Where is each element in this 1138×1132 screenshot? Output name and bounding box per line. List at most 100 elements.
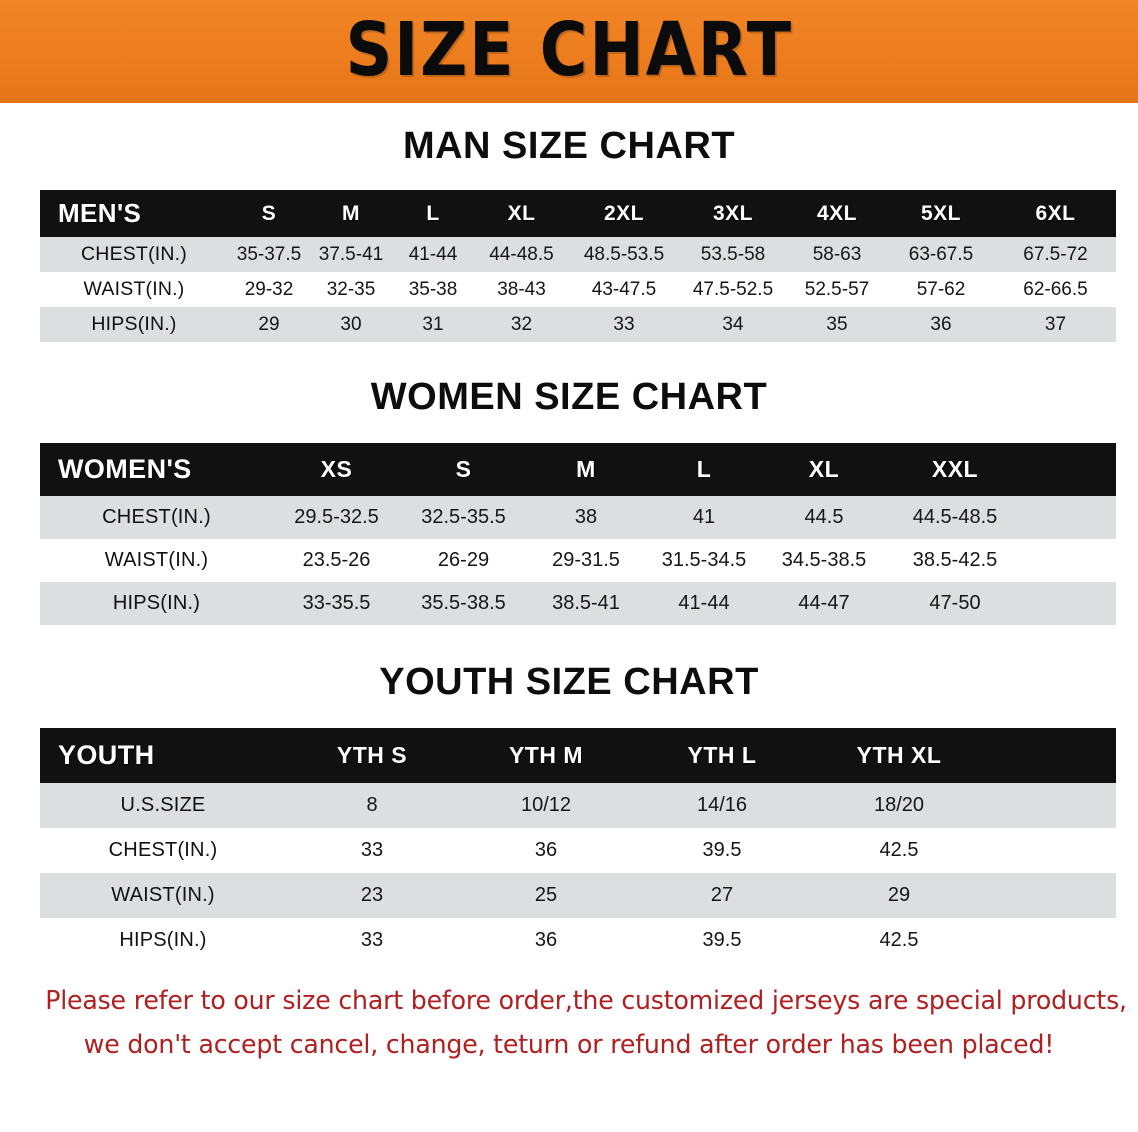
row-label: CHEST(IN.) (40, 496, 273, 539)
youth-header-label: YOUTH (58, 740, 155, 770)
table-cell-empty (988, 783, 1116, 828)
table-cell: 36 (458, 918, 634, 963)
row-label: HIPS(IN.) (40, 307, 228, 342)
man-header-5xl: 5XL (920, 201, 961, 225)
youth-table-row-waist: WAIST(IN.) 23 25 27 29 (40, 873, 1116, 918)
table-cell: 34.5-38.5 (763, 539, 885, 582)
table-cell: 29 (228, 307, 310, 342)
table-cell: 32.5-35.5 (400, 496, 527, 539)
women-table-header-row: WOMEN'S XS S M L XL XXL (40, 443, 1116, 496)
table-cell: 37.5-41 (310, 237, 392, 272)
row-label: CHEST(IN.) (40, 828, 286, 873)
man-header-xl: XL (507, 201, 536, 225)
table-cell: 31 (392, 307, 474, 342)
table-cell: 41 (645, 496, 763, 539)
disclaimer-line-1: Please refer to our size chart before or… (45, 986, 1127, 1016)
youth-header-yth-l: YTH L (687, 742, 757, 768)
table-cell: 39.5 (634, 918, 810, 963)
table-cell: 8 (286, 783, 458, 828)
youth-table-row-chest: CHEST(IN.) 33 36 39.5 42.5 (40, 828, 1116, 873)
table-cell: 53.5-58 (679, 237, 787, 272)
women-header-l: L (696, 456, 712, 482)
man-header-6xl: 6XL (1035, 201, 1076, 225)
youth-table-header-row: YOUTH YTH S YTH M YTH L YTH XL (40, 728, 1116, 783)
table-cell: 44-48.5 (474, 237, 569, 272)
man-table-row-chest: CHEST(IN.) 35-37.5 37.5-41 41-44 44-48.5… (40, 237, 1116, 272)
table-cell: 33 (569, 307, 679, 342)
man-header-l: L (426, 201, 440, 225)
youth-size-table-wrapper: YOUTH YTH S YTH M YTH L YTH XL U.S.SIZE … (40, 728, 1116, 963)
man-header-4xl: 4XL (816, 201, 857, 225)
women-header-m: M (576, 456, 596, 482)
table-cell: 42.5 (810, 828, 988, 873)
table-cell: 25 (458, 873, 634, 918)
table-cell: 44.5-48.5 (885, 496, 1025, 539)
man-header-m: M (342, 201, 360, 225)
man-table-header-row: MEN'S S M L XL 2XL 3XL 4XL 5XL 6XL (40, 190, 1116, 237)
table-cell: 43-47.5 (569, 272, 679, 307)
table-cell: 26-29 (400, 539, 527, 582)
women-section-title: WOMEN SIZE CHART (370, 376, 768, 418)
row-label: WAIST(IN.) (40, 539, 273, 582)
table-cell: 29 (810, 873, 988, 918)
table-cell: 33 (286, 828, 458, 873)
table-cell: 38.5-42.5 (885, 539, 1025, 582)
table-cell: 32-35 (310, 272, 392, 307)
women-table-row-chest: CHEST(IN.) 29.5-32.5 32.5-35.5 38 41 44.… (40, 496, 1116, 539)
row-label: CHEST(IN.) (40, 237, 228, 272)
women-table-row-hips: HIPS(IN.) 33-35.5 35.5-38.5 38.5-41 41-4… (40, 582, 1116, 625)
youth-table-row-ussize: U.S.SIZE 8 10/12 14/16 18/20 (40, 783, 1116, 828)
man-size-table-wrapper: MEN'S S M L XL 2XL 3XL 4XL 5XL 6XL CHEST… (40, 190, 1116, 342)
man-header-s: S (261, 201, 277, 225)
table-cell-empty (1025, 539, 1116, 582)
table-cell: 63-67.5 (887, 237, 995, 272)
row-label: HIPS(IN.) (40, 918, 286, 963)
table-cell: 18/20 (810, 783, 988, 828)
row-label: U.S.SIZE (40, 783, 286, 828)
table-cell-empty (988, 828, 1116, 873)
women-header-xxl: XXL (931, 456, 979, 482)
table-cell: 36 (458, 828, 634, 873)
women-size-table-wrapper: WOMEN'S XS S M L XL XXL CHEST(IN.) 29.5-… (40, 443, 1116, 625)
table-cell: 41-44 (392, 237, 474, 272)
table-cell: 33 (286, 918, 458, 963)
table-cell: 44.5 (763, 496, 885, 539)
youth-header-yth-m: YTH M (508, 742, 584, 768)
man-table-row-hips: HIPS(IN.) 29 30 31 32 33 34 35 36 37 (40, 307, 1116, 342)
table-cell: 35-37.5 (228, 237, 310, 272)
table-cell: 48.5-53.5 (569, 237, 679, 272)
youth-section-title: YOUTH SIZE CHART (379, 661, 759, 703)
table-cell: 33-35.5 (273, 582, 400, 625)
table-cell: 47.5-52.5 (679, 272, 787, 307)
table-cell: 27 (634, 873, 810, 918)
youth-header-spacer (988, 728, 1116, 783)
women-header-xl: XL (808, 456, 840, 482)
table-cell: 23 (286, 873, 458, 918)
row-label: WAIST(IN.) (40, 873, 286, 918)
man-section-title: MAN SIZE CHART (402, 125, 736, 167)
table-cell: 31.5-34.5 (645, 539, 763, 582)
man-header-2xl: 2XL (603, 201, 644, 225)
table-cell-empty (1025, 496, 1116, 539)
table-cell-empty (1025, 582, 1116, 625)
table-cell: 30 (310, 307, 392, 342)
table-cell: 36 (887, 307, 995, 342)
table-cell: 23.5-26 (273, 539, 400, 582)
table-cell: 35.5-38.5 (400, 582, 527, 625)
youth-table-row-hips: HIPS(IN.) 33 36 39.5 42.5 (40, 918, 1116, 963)
row-label: WAIST(IN.) (40, 272, 228, 307)
table-cell: 52.5-57 (787, 272, 887, 307)
man-header-3xl: 3XL (712, 201, 753, 225)
youth-header-yth-xl: YTH XL (856, 742, 942, 768)
man-size-table: MEN'S S M L XL 2XL 3XL 4XL 5XL 6XL CHEST… (40, 190, 1116, 342)
table-cell: 62-66.5 (995, 272, 1116, 307)
table-cell-empty (988, 918, 1116, 963)
row-label: HIPS(IN.) (40, 582, 273, 625)
table-cell: 67.5-72 (995, 237, 1116, 272)
youth-size-table: YOUTH YTH S YTH M YTH L YTH XL U.S.SIZE … (40, 728, 1116, 963)
page-title: SIZE CHART (345, 6, 793, 93)
table-cell: 44-47 (763, 582, 885, 625)
disclaimer-line-2: we don't accept cancel, change, teturn o… (83, 1030, 1055, 1060)
women-header-xs: XS (320, 456, 353, 482)
women-size-table: WOMEN'S XS S M L XL XXL CHEST(IN.) 29.5-… (40, 443, 1116, 625)
